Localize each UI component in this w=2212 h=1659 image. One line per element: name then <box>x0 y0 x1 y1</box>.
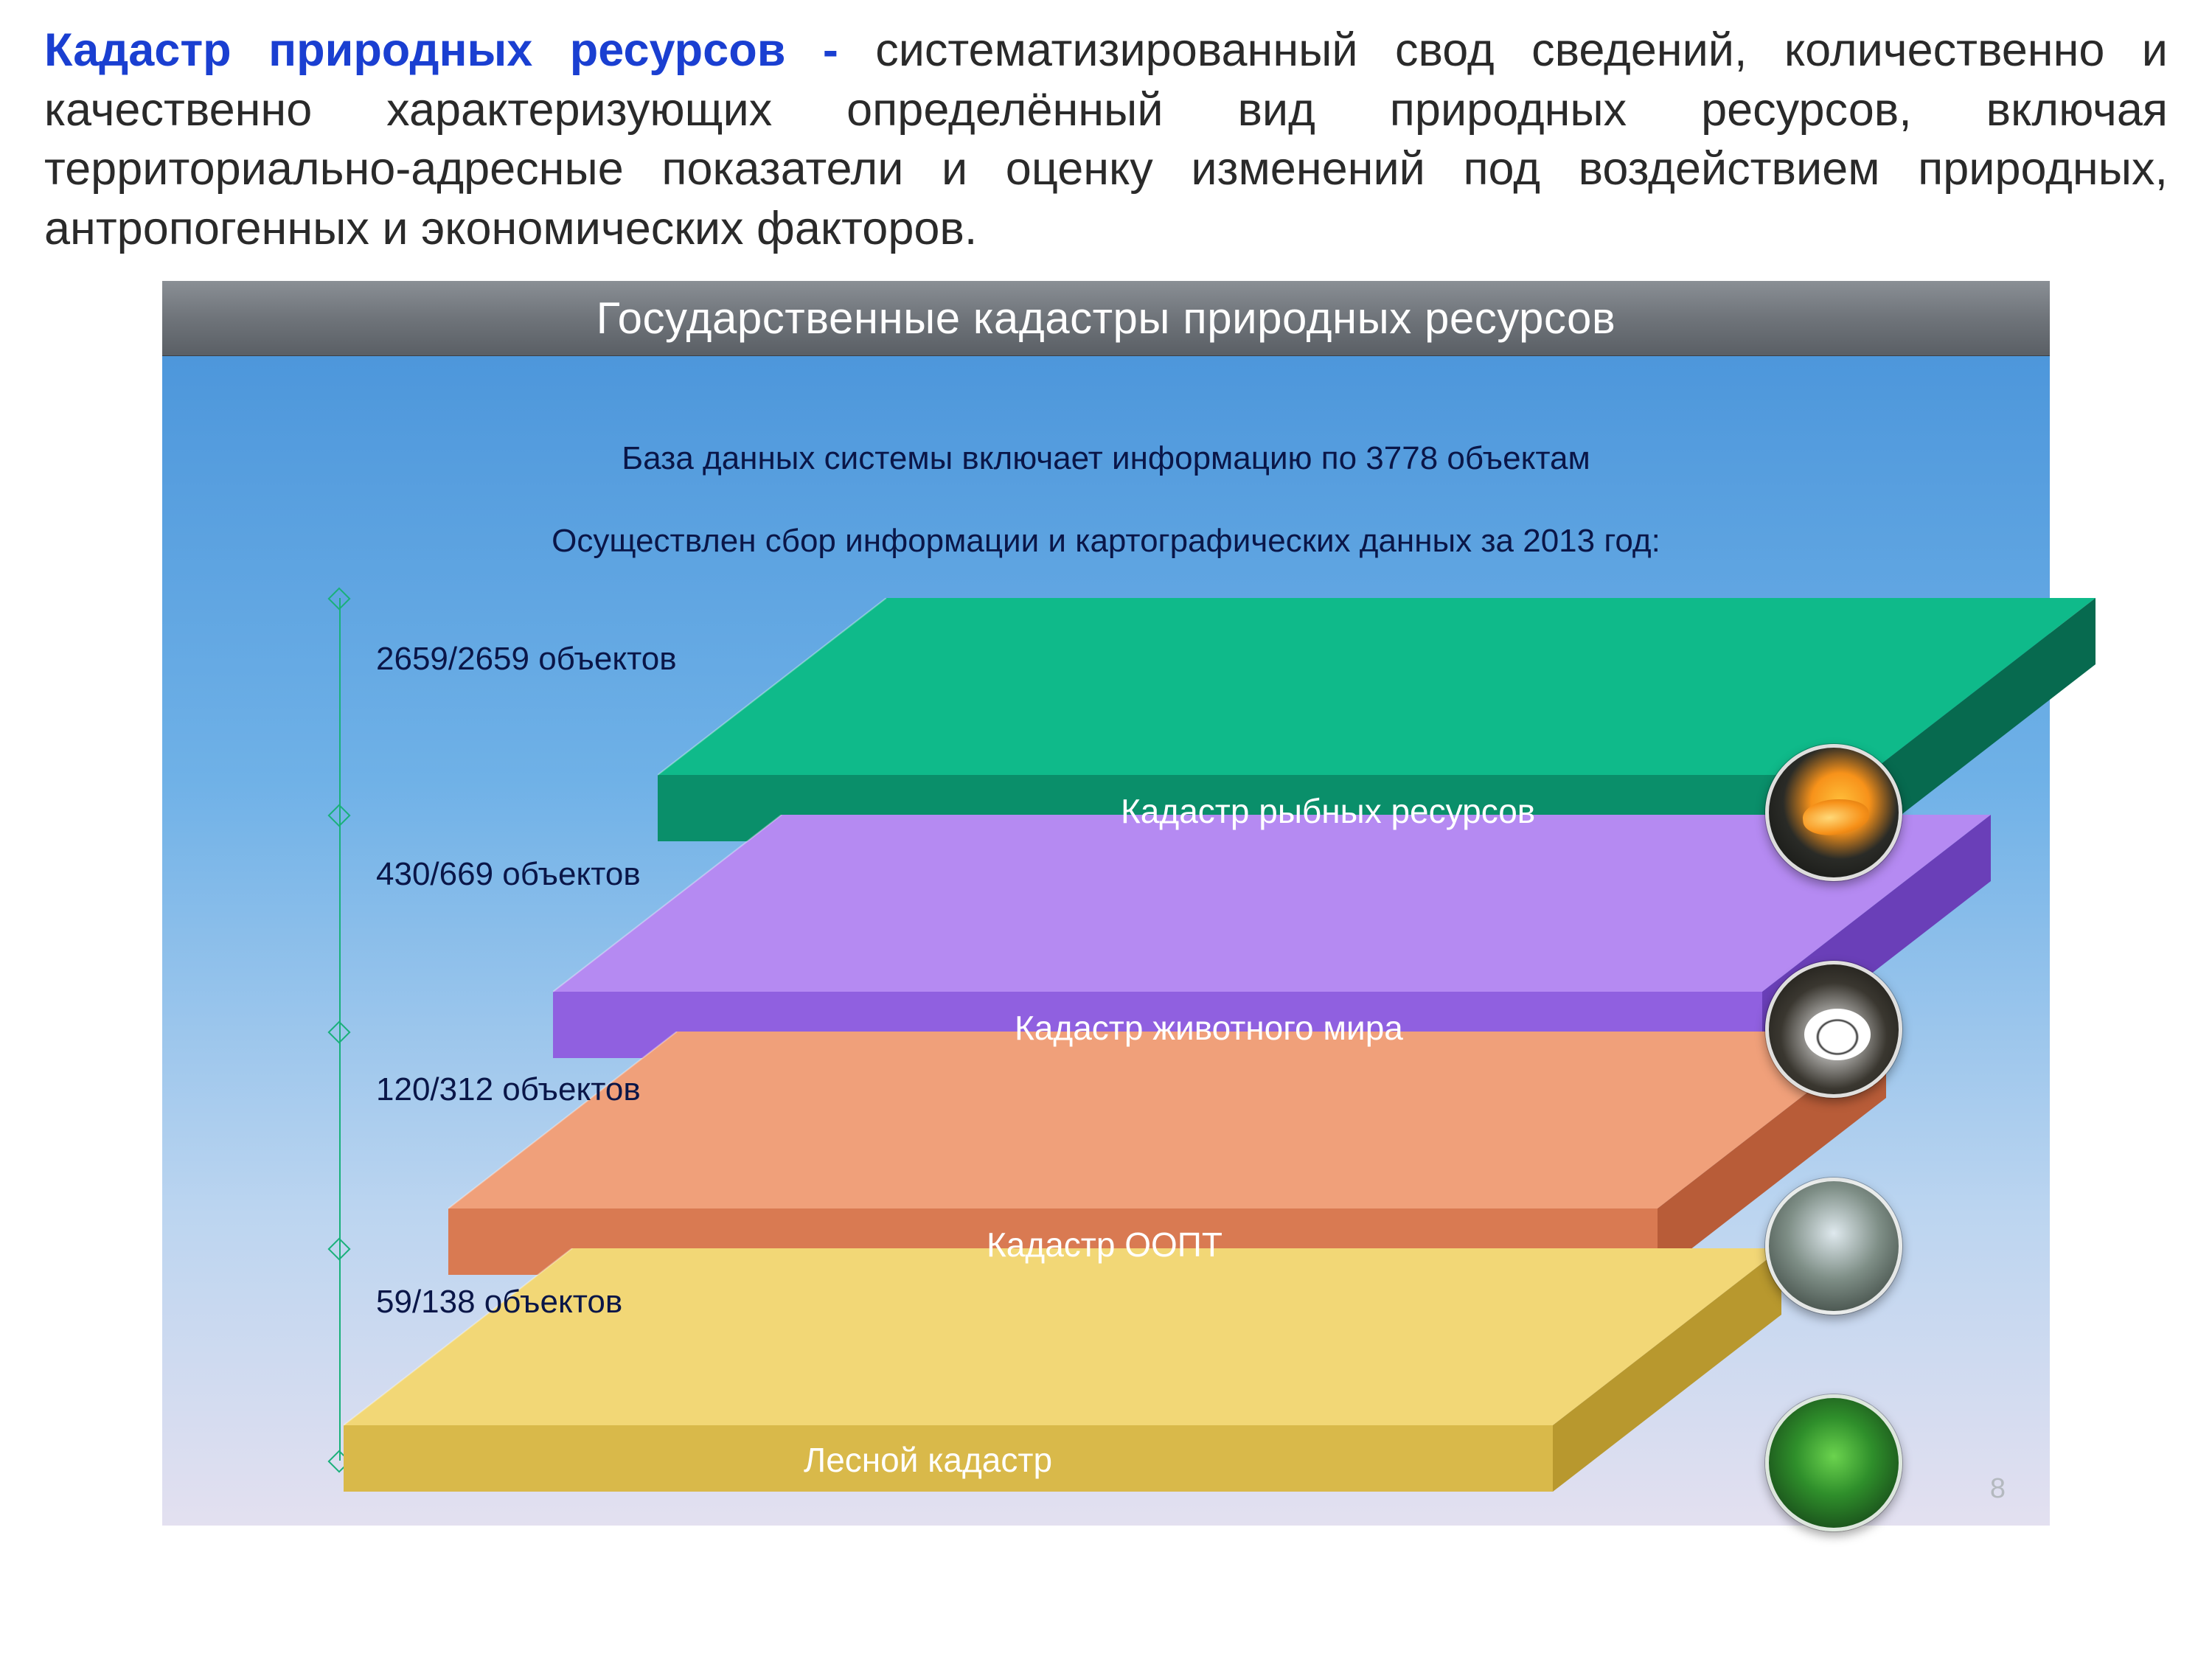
slide-subtitle-2: Осуществлен сбор информации и картографи… <box>162 523 2050 560</box>
medallion-rabbit-icon <box>1765 961 1902 1098</box>
definition-paragraph: Кадастр природных ресурсов - систематизи… <box>44 21 2168 259</box>
slide: Государственные кадастры природных ресур… <box>162 281 2050 1526</box>
count-label: 120/312 объектов <box>376 1071 641 1108</box>
ruler-tick <box>321 598 357 599</box>
medallion-waterfall-icon <box>1765 1178 1902 1315</box>
count-label: 2659/2659 объектов <box>376 641 677 678</box>
slide-subtitle-1: База данных системы включает информацию … <box>162 440 2050 477</box>
definition-term: Кадастр природных ресурсов - <box>44 24 875 76</box>
layers-area: 2659/2659 объектов Кадастр рыбных ресурсо… <box>162 598 2050 1483</box>
page-number: 8 <box>1990 1473 2006 1505</box>
medallion-forest-icon <box>1765 1394 1902 1531</box>
count-label: 430/669 объектов <box>376 856 641 893</box>
medallion-fish-icon <box>1765 744 1902 881</box>
count-label: 59/138 объектов <box>376 1284 622 1321</box>
category-label: Лесной кадастр <box>804 1440 1052 1480</box>
slide-title: Государственные кадастры природных ресур… <box>597 293 1616 344</box>
ruler-tick <box>321 815 357 816</box>
category-label: Кадастр ООПТ <box>987 1225 1222 1265</box>
category-label: Кадастр рыбных ресурсов <box>1121 791 1535 831</box>
ruler-tick <box>321 1032 357 1033</box>
category-label: Кадастр животного мира <box>1015 1008 1403 1048</box>
slide-title-bar: Государственные кадастры природных ресур… <box>162 281 2050 356</box>
